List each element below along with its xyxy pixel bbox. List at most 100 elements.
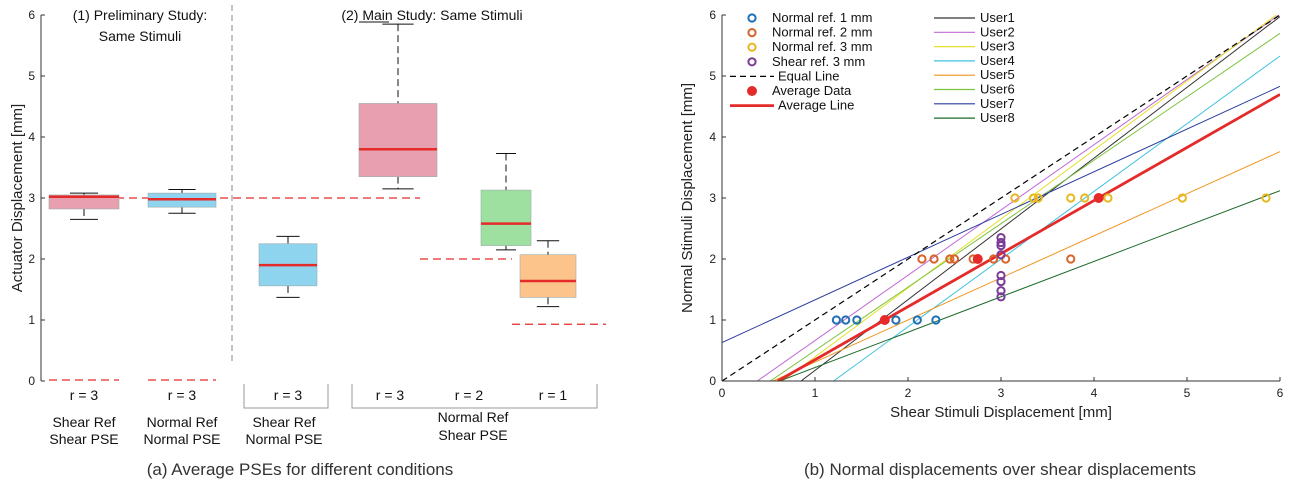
y-tick-label: 1 bbox=[709, 313, 716, 327]
box-6 bbox=[519, 240, 577, 308]
r-label: r = 3 bbox=[168, 387, 197, 403]
group-label: Normal Ref bbox=[147, 414, 218, 430]
chart-b-y-axis-label: Normal Stimuli Displacement [mm] bbox=[679, 83, 696, 313]
chart-b-lines bbox=[722, 15, 1280, 381]
legend-label: Average Data bbox=[772, 83, 852, 98]
legend-user-label: User8 bbox=[980, 110, 1015, 125]
point-normal-ref-1mm bbox=[931, 315, 941, 325]
box-2 bbox=[147, 188, 217, 214]
legend-label: Normal ref. 1 mm bbox=[772, 10, 872, 25]
y-tick-label: 3 bbox=[28, 191, 35, 205]
x-tick-label: 2 bbox=[905, 386, 912, 400]
box-1 bbox=[48, 192, 120, 220]
box-iqr bbox=[519, 254, 577, 298]
point-normal-ref-3mm bbox=[1177, 193, 1187, 203]
legend-user-label: User4 bbox=[980, 53, 1015, 68]
x-tick-label: 0 bbox=[719, 386, 726, 400]
point-normal-ref-1mm bbox=[912, 315, 922, 325]
legend-user-label: User2 bbox=[980, 24, 1015, 39]
legend-label: Equal Line bbox=[778, 68, 839, 83]
group-label: Normal PSE bbox=[143, 431, 220, 447]
section-label-preliminary-sub: Same Stimuli bbox=[99, 28, 181, 44]
chart-a-y-axis-label: Actuator Displacement [mm] bbox=[9, 104, 26, 292]
legend-user-label: User7 bbox=[980, 96, 1015, 111]
x-tick-label: 6 bbox=[1277, 386, 1284, 400]
legend-user-label: User1 bbox=[980, 10, 1015, 25]
point-normal-ref-3mm bbox=[1103, 193, 1113, 203]
legend-user-label: User3 bbox=[980, 39, 1015, 54]
point-normal-ref-3mm bbox=[1028, 193, 1039, 203]
group-label: Shear Ref bbox=[52, 414, 115, 430]
x-tick-label: 3 bbox=[998, 386, 1005, 400]
chart-a-reference-lines bbox=[49, 197, 606, 381]
chart-b-x-axis-label: Shear Stimuli Displacement [mm] bbox=[890, 404, 1112, 421]
r-label: r = 1 bbox=[539, 387, 568, 403]
chart-a-boxes bbox=[48, 23, 577, 308]
group-label: Shear PSE bbox=[49, 431, 118, 447]
box-4 bbox=[358, 23, 438, 190]
point-normal-ref-3mm bbox=[1033, 193, 1043, 203]
legend-marker bbox=[747, 42, 757, 52]
r-label: r = 3 bbox=[70, 387, 99, 403]
point-normal-ref-3mm bbox=[1261, 193, 1271, 203]
box-iqr bbox=[358, 103, 438, 177]
section-label-preliminary: (1) Preliminary Study: bbox=[73, 7, 208, 23]
legend-label: Normal ref. 3 mm bbox=[772, 39, 872, 54]
group-label: Shear Ref bbox=[252, 414, 315, 430]
y-tick-label: 1 bbox=[28, 313, 35, 327]
chart-b-caption: (b) Normal displacements over shear disp… bbox=[804, 460, 1196, 479]
y-tick-label: 5 bbox=[709, 69, 716, 83]
legend-user-label: User6 bbox=[980, 82, 1015, 97]
x-tick-label: 5 bbox=[1184, 386, 1191, 400]
legend-marker bbox=[747, 27, 757, 38]
y-tick-label: 2 bbox=[28, 252, 35, 266]
user-line-8 bbox=[779, 190, 1280, 381]
legend-user-label: User5 bbox=[980, 67, 1015, 82]
chart-a-y-ticks: 0 1 2 3 4 5 6 bbox=[28, 8, 45, 388]
point-average bbox=[972, 254, 983, 264]
point-normal-ref-2mm bbox=[929, 254, 939, 264]
y-tick-label: 6 bbox=[28, 8, 35, 22]
point-average bbox=[879, 315, 890, 325]
y-tick-label: 4 bbox=[28, 130, 35, 144]
y-tick-label: 0 bbox=[709, 374, 716, 388]
point-normal-ref-3mm bbox=[1080, 193, 1090, 203]
x-tick-label: 1 bbox=[812, 386, 819, 400]
chart-a-r-labels: r = 3 r = 3 r = 3 r = 3 r = 2 r = 1 bbox=[70, 384, 598, 409]
r-label: r = 3 bbox=[274, 387, 303, 403]
box-3 bbox=[258, 235, 318, 298]
point-normal-ref-3mm bbox=[1066, 193, 1076, 203]
bracket-normal-shear bbox=[351, 384, 598, 409]
average-line bbox=[777, 93, 1280, 381]
group-label: Shear PSE bbox=[438, 427, 507, 443]
legend-marker bbox=[747, 13, 757, 23]
point-normal-ref-3mm bbox=[1010, 193, 1020, 203]
chart-a-caption: (a) Average PSEs for different condition… bbox=[147, 460, 454, 479]
chart-a: 0 1 2 3 4 5 6 Actuator Displacement [mm] (1) P… bbox=[9, 5, 606, 479]
point-average bbox=[1093, 193, 1104, 203]
y-tick-label: 0 bbox=[28, 374, 35, 388]
point-normal-ref-2mm bbox=[917, 254, 927, 264]
chart-b-points bbox=[831, 193, 1271, 325]
r-label: r = 3 bbox=[376, 387, 405, 403]
chart-b-plot-area bbox=[722, 15, 1280, 381]
y-tick-label: 6 bbox=[709, 8, 716, 22]
user-line-5 bbox=[772, 151, 1280, 381]
legend-label: Average Line bbox=[778, 98, 854, 113]
point-normal-ref-1mm bbox=[852, 315, 862, 325]
box-5 bbox=[480, 152, 532, 251]
r-label: r = 2 bbox=[455, 387, 484, 403]
point-normal-ref-2mm bbox=[945, 254, 955, 264]
x-tick-label: 4 bbox=[1091, 386, 1098, 400]
legend-label: Shear ref. 3 mm bbox=[772, 54, 865, 69]
point-shear-ref-3mm bbox=[996, 250, 1006, 260]
y-tick-label: 4 bbox=[709, 130, 716, 144]
y-tick-label: 5 bbox=[28, 69, 35, 83]
point-normal-ref-1mm bbox=[831, 315, 841, 325]
point-shear-ref-3mm bbox=[996, 292, 1006, 302]
point-normal-ref-1mm bbox=[891, 315, 901, 325]
section-label-main: (2) Main Study: Same Stimuli bbox=[341, 7, 522, 23]
legend-marker bbox=[747, 57, 757, 67]
